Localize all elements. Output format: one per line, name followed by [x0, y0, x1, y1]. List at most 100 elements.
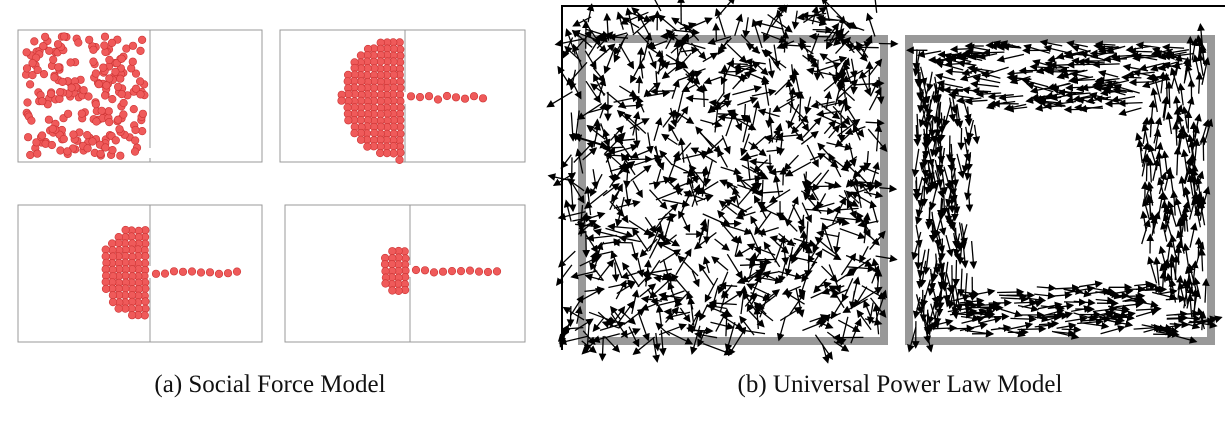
- arrow: [735, 15, 742, 36]
- pedestrian: [34, 150, 42, 158]
- arrow: [952, 314, 973, 315]
- arrow: [1167, 241, 1170, 265]
- pedestrian: [344, 78, 352, 86]
- arrow: [971, 84, 998, 87]
- arrow: [1150, 197, 1151, 216]
- arrow: [722, 58, 734, 84]
- pedestrian: [118, 55, 126, 63]
- pedestrian: [64, 148, 72, 156]
- arrow: [586, 231, 587, 257]
- arrow: [1096, 300, 1114, 302]
- arrow: [941, 113, 942, 133]
- pedestrian: [439, 268, 447, 276]
- arrow: [795, 11, 798, 29]
- pedestrian: [364, 143, 372, 151]
- arrow: [956, 260, 957, 285]
- arrow: [1166, 299, 1186, 300]
- arrow: [696, 127, 713, 148]
- arrow: [1150, 117, 1151, 137]
- arrow: [1164, 152, 1167, 174]
- arrow: [951, 49, 971, 50]
- arrow: [818, 144, 835, 163]
- pedestrian: [106, 75, 114, 83]
- arrow: [727, 44, 746, 62]
- arrow: [1136, 310, 1158, 316]
- pedestrian: [48, 141, 56, 149]
- arrow: [571, 113, 573, 141]
- pedestrian: [215, 270, 223, 278]
- arrow: [691, 43, 705, 59]
- arrow: [606, 228, 633, 236]
- pedestrian: [60, 135, 68, 143]
- pedestrian: [136, 78, 144, 86]
- arrow: [770, 171, 789, 173]
- pedestrian: [31, 38, 39, 46]
- arrow: [806, 221, 808, 250]
- pedestrian: [412, 266, 420, 274]
- pedestrian: [54, 40, 62, 48]
- arrow: [977, 93, 1001, 94]
- arrow: [847, 267, 874, 269]
- caption: (b) Universal Power Law Model: [738, 371, 1063, 398]
- arrow: [792, 64, 794, 83]
- arrow: [780, 308, 801, 321]
- arrow: [759, 228, 779, 234]
- arrow: [750, 161, 772, 163]
- arrow: [638, 258, 642, 276]
- pedestrian: [26, 151, 34, 159]
- pedestrian: [92, 100, 100, 108]
- arrow: [690, 298, 694, 326]
- pedestrian: [161, 270, 169, 278]
- arrow: [1132, 55, 1159, 56]
- pedestrian: [425, 92, 433, 100]
- pedestrian: [101, 33, 109, 41]
- arrow: [814, 279, 827, 292]
- pedestrian: [120, 99, 128, 107]
- pedestrian: [466, 267, 474, 275]
- arrow: [1046, 68, 1070, 69]
- arrow: [761, 200, 778, 211]
- arrow: [1057, 325, 1076, 328]
- arrow: [626, 186, 629, 206]
- arrow: [807, 186, 835, 187]
- pedestrian: [122, 226, 130, 234]
- arrow: [1039, 323, 1058, 324]
- arrow: [619, 86, 636, 96]
- arrow: [942, 170, 945, 194]
- arrow: [660, 222, 665, 242]
- arrow: [1062, 329, 1081, 330]
- pedestrian: [224, 269, 232, 277]
- pedestrian: [67, 59, 75, 67]
- arrow: [751, 136, 766, 149]
- pedestrian: [128, 311, 136, 319]
- arrow: [1037, 287, 1055, 288]
- pedestrian: [358, 78, 366, 86]
- arrow: [1120, 108, 1142, 114]
- arrow: [600, 103, 605, 118]
- pedestrian: [109, 291, 117, 299]
- arrow: [601, 123, 609, 146]
- arrow: [826, 92, 829, 110]
- pedestrian: [105, 107, 113, 115]
- arrow: [859, 182, 881, 184]
- arrow: [557, 265, 572, 285]
- arrow: [1127, 46, 1151, 50]
- arrow: [632, 242, 637, 259]
- arrow: [566, 201, 571, 222]
- arrow: [634, 156, 661, 165]
- pedestrian: [64, 110, 72, 118]
- arrow: [719, 71, 742, 72]
- arrow: [1185, 244, 1188, 266]
- arrow: [747, 284, 770, 295]
- figure: (a) Social Force Model (b) Universal Pow…: [0, 0, 1225, 421]
- arrow: [655, 278, 677, 281]
- pedestrian: [99, 64, 107, 72]
- arrow: [928, 313, 931, 331]
- pedestrian: [109, 146, 117, 154]
- pedestrian: [80, 86, 88, 94]
- arrow: [945, 281, 948, 302]
- arrow: [1176, 199, 1183, 222]
- arrow: [679, 194, 690, 218]
- arrow: [822, 344, 828, 363]
- arrow: [1023, 80, 1048, 87]
